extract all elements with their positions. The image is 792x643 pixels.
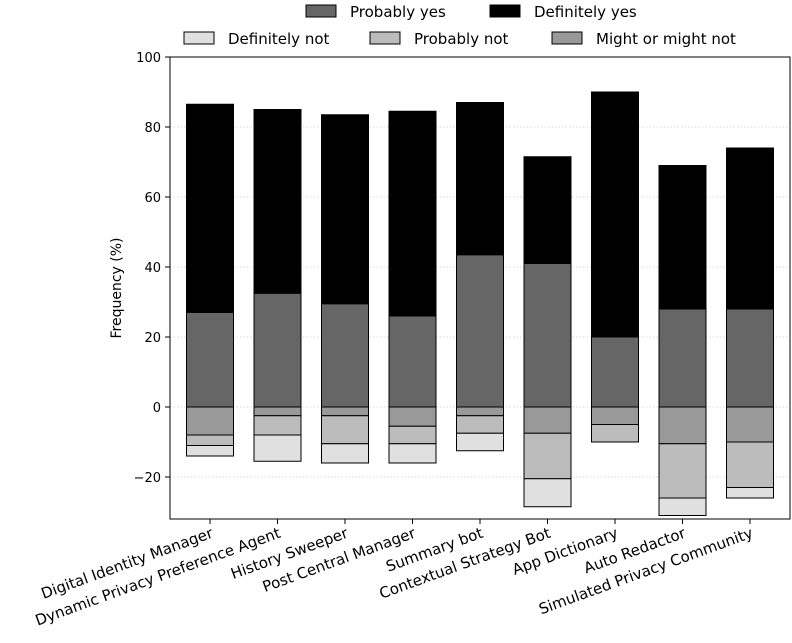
bar-probably-yes-auto-redactor	[658, 308, 707, 408]
bar-might-or-might-not-contextual-strategy-bot	[523, 406, 572, 434]
bar-probably-not-digital-identity-manager	[186, 434, 234, 446]
y-tick-label: 100	[136, 51, 161, 66]
bar-definitely-yes-dynamic-privacy-preference-agent	[253, 109, 302, 294]
bar-might-or-might-not-dynamic-privacy-preference-agent	[253, 406, 302, 417]
bar-definitely-not-history-sweeper	[321, 443, 369, 464]
bar-definitely-not-post-central-manager	[388, 443, 437, 464]
legend-label-probably-yes: Probably yes	[350, 3, 446, 21]
y-tick-label: 60	[144, 191, 161, 206]
bars	[186, 91, 774, 516]
bar-might-or-might-not-digital-identity-manager	[186, 406, 234, 436]
bar-probably-yes-post-central-manager	[388, 315, 437, 408]
bar-probably-yes-simulated-privacy-community	[726, 308, 774, 408]
bar-probably-not-summary-bot	[456, 415, 504, 434]
bar-definitely-yes-simulated-privacy-community	[726, 147, 774, 310]
bar-might-or-might-not-simulated-privacy-community	[726, 406, 774, 443]
bar-might-or-might-not-app-dictionary	[591, 406, 639, 425]
bar-probably-not-history-sweeper	[321, 415, 369, 445]
bar-definitely-not-simulated-privacy-community	[726, 487, 774, 499]
bar-probably-not-contextual-strategy-bot	[523, 432, 572, 480]
bar-definitely-not-auto-redactor	[658, 497, 707, 516]
bar-probably-not-app-dictionary	[591, 424, 639, 443]
bar-probably-yes-summary-bot	[456, 254, 504, 408]
y-tick-label: −20	[134, 471, 161, 486]
y-axis: −20 0 20 40 60 80 100	[134, 51, 170, 486]
bar-definitely-not-digital-identity-manager	[186, 445, 234, 457]
bar-definitely-yes-app-dictionary	[591, 91, 639, 338]
bar-definitely-yes-digital-identity-manager	[186, 103, 234, 313]
legend-swatch-definitely-not	[183, 31, 215, 45]
y-axis-label: Frequency (%)	[109, 237, 125, 338]
bar-definitely-not-contextual-strategy-bot	[523, 478, 572, 508]
legend-swatch-probably-yes	[305, 4, 337, 18]
bar-probably-not-simulated-privacy-community	[726, 441, 774, 488]
bar-probably-yes-contextual-strategy-bot	[523, 263, 572, 408]
legend-swatch-probably-not	[369, 31, 401, 45]
legend: Probably yes Definitely yes Definitely not…	[183, 3, 736, 48]
bar-probably-yes-history-sweeper	[321, 303, 369, 408]
y-tick-label: 40	[144, 261, 161, 276]
bar-probably-yes-app-dictionary	[591, 336, 639, 408]
legend-swatch-definitely-yes	[489, 4, 521, 18]
bar-might-or-might-not-history-sweeper	[321, 406, 369, 417]
bar-definitely-not-dynamic-privacy-preference-agent	[253, 434, 302, 462]
bar-probably-not-dynamic-privacy-preference-agent	[253, 415, 302, 436]
legend-label-definitely-not: Definitely not	[228, 30, 330, 48]
legend-label-might-or-might-not: Might or might not	[596, 30, 736, 48]
bar-probably-not-post-central-manager	[388, 425, 437, 445]
bar-definitely-yes-summary-bot	[456, 102, 504, 256]
bar-definitely-yes-auto-redactor	[658, 165, 707, 310]
legend-label-definitely-yes: Definitely yes	[534, 3, 637, 21]
legend-swatch-might-or-might-not	[551, 31, 583, 45]
bar-might-or-might-not-summary-bot	[456, 406, 504, 417]
y-tick-label: 20	[144, 331, 161, 346]
bar-definitely-yes-history-sweeper	[321, 114, 369, 305]
bar-might-or-might-not-auto-redactor	[658, 406, 707, 445]
bar-probably-not-auto-redactor	[658, 443, 707, 499]
bar-definitely-yes-post-central-manager	[388, 110, 437, 317]
bar-definitely-not-summary-bot	[456, 432, 504, 452]
legend-label-probably-not: Probably not	[414, 30, 509, 48]
bar-probably-yes-digital-identity-manager	[186, 312, 234, 408]
y-tick-label: 80	[144, 121, 161, 136]
bar-probably-yes-dynamic-privacy-preference-agent	[253, 292, 302, 408]
y-tick-label: 0	[153, 401, 161, 416]
bar-might-or-might-not-post-central-manager	[388, 406, 437, 427]
bar-definitely-yes-contextual-strategy-bot	[523, 156, 572, 264]
